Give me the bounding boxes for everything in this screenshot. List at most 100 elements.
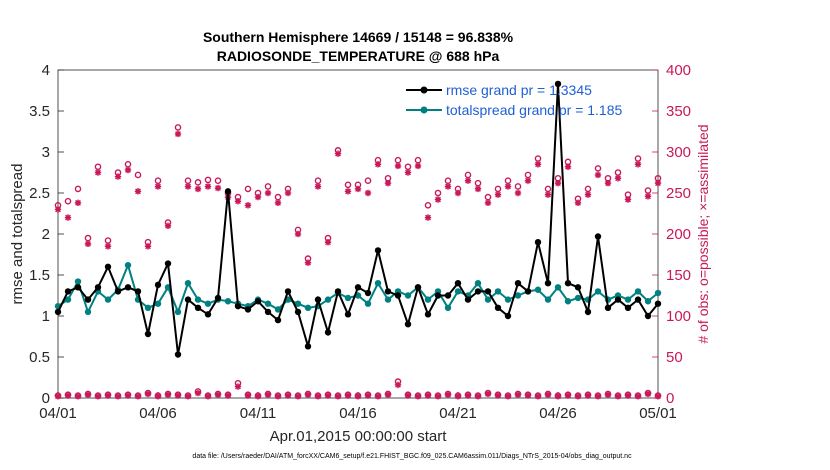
obs-assimilated-marker bbox=[434, 196, 442, 203]
obs-assimilated-marker bbox=[164, 222, 172, 229]
y-right-tick-label: 250 bbox=[666, 185, 691, 202]
plot-area bbox=[57, 69, 659, 399]
totalspread-point bbox=[144, 304, 152, 311]
totalspread-point bbox=[174, 308, 182, 316]
rmse-point bbox=[544, 280, 552, 287]
x-axis-label: Apr.01,2015 00:00:00 start bbox=[270, 428, 448, 445]
totalspread-point bbox=[484, 296, 492, 303]
obs-assimilated-marker bbox=[274, 393, 282, 400]
obs-assimilated-marker bbox=[604, 391, 612, 398]
obs-assimilated-marker bbox=[444, 183, 452, 190]
totalspread-point bbox=[274, 306, 282, 313]
obs-assimilated-marker bbox=[244, 392, 252, 399]
rmse-point bbox=[584, 308, 592, 316]
obs-assimilated-marker bbox=[654, 179, 662, 187]
totalspread-point bbox=[404, 292, 412, 299]
totalspread-point bbox=[184, 280, 192, 287]
rmse-point bbox=[144, 330, 152, 338]
obs-assimilated-marker bbox=[384, 391, 392, 398]
rmse-point bbox=[154, 281, 162, 289]
obs-assimilated-marker bbox=[154, 183, 162, 190]
obs-assimilated-marker bbox=[294, 230, 302, 238]
obs-assimilated-marker bbox=[204, 183, 212, 190]
y-right-tick-label: 150 bbox=[666, 267, 691, 284]
obs-assimilated-marker bbox=[314, 393, 322, 400]
y-right-tick-label: 400 bbox=[666, 62, 691, 79]
obs-possible-marker bbox=[514, 183, 522, 190]
obs-assimilated-marker bbox=[144, 390, 152, 398]
obs-assimilated-marker bbox=[624, 196, 632, 203]
rmse-point bbox=[264, 308, 272, 316]
obs-possible-marker bbox=[434, 189, 442, 197]
y-right-tick-label: 0 bbox=[666, 390, 674, 407]
obs-possible-marker bbox=[74, 185, 82, 193]
obs-assimilated-marker bbox=[94, 169, 102, 176]
obs-assimilated-marker bbox=[554, 393, 562, 400]
obs-assimilated-marker bbox=[504, 183, 512, 190]
totalspread-point bbox=[454, 288, 462, 295]
obs-assimilated-marker bbox=[584, 392, 592, 399]
rmse-point bbox=[444, 292, 452, 299]
obs-assimilated-marker bbox=[374, 161, 382, 168]
obs-assimilated-marker bbox=[74, 393, 82, 400]
obs-possible-marker bbox=[244, 185, 252, 193]
obs-assimilated-marker bbox=[344, 188, 352, 195]
rmse-point bbox=[394, 292, 402, 299]
obs-possible-marker bbox=[344, 181, 352, 189]
rmse-point bbox=[454, 280, 462, 287]
obs-assimilated-marker bbox=[644, 193, 652, 200]
totalspread-point bbox=[474, 280, 482, 287]
totalspread-point bbox=[344, 294, 352, 302]
totalspread-point bbox=[294, 300, 302, 307]
obs-assimilated-marker bbox=[124, 392, 132, 399]
obs-assimilated-marker bbox=[564, 163, 572, 170]
obs-possible-marker bbox=[194, 179, 202, 186]
rmse-point bbox=[354, 284, 362, 291]
rmse-point bbox=[574, 284, 582, 291]
obs-assimilated-marker bbox=[394, 162, 402, 170]
obs-assimilated-marker bbox=[124, 166, 132, 174]
y-left-tick-label: 0 bbox=[42, 390, 50, 407]
obs-assimilated-marker bbox=[304, 259, 312, 266]
obs-assimilated-marker bbox=[74, 199, 82, 207]
obs-assimilated-marker bbox=[594, 393, 602, 400]
rmse-point bbox=[84, 296, 92, 303]
obs-assimilated-marker bbox=[394, 381, 402, 389]
obs-assimilated-marker bbox=[424, 214, 432, 221]
totalspread-point bbox=[594, 288, 602, 295]
rmse-point bbox=[204, 311, 212, 318]
y-left-tick-label: 3.5 bbox=[29, 103, 50, 120]
obs-assimilated-marker bbox=[64, 392, 72, 399]
obs-assimilated-marker bbox=[544, 191, 552, 198]
obs-assimilated-marker bbox=[284, 189, 292, 197]
obs-assimilated-marker bbox=[94, 393, 102, 400]
rmse-point bbox=[234, 302, 242, 310]
obs-possible-marker bbox=[364, 177, 372, 184]
obs-assimilated-marker bbox=[114, 393, 122, 400]
y-left-tick-label: 3 bbox=[42, 144, 50, 161]
obs-assimilated-marker bbox=[354, 393, 362, 400]
obs-assimilated-marker bbox=[354, 185, 362, 193]
totalspread-point bbox=[564, 298, 572, 305]
obs-assimilated-marker bbox=[324, 392, 332, 399]
rmse-point bbox=[344, 311, 352, 318]
obs-assimilated-marker bbox=[504, 393, 512, 400]
obs-assimilated-marker bbox=[294, 393, 302, 400]
y-right-tick-label: 350 bbox=[666, 103, 691, 120]
rmse-point bbox=[104, 263, 112, 270]
y-axis-left-label: rmse and totalspread bbox=[9, 164, 26, 305]
totalspread-point bbox=[534, 286, 542, 293]
rmse-point bbox=[404, 321, 412, 328]
rmse-point bbox=[184, 296, 192, 303]
obs-assimilated-marker bbox=[194, 389, 202, 397]
totalspread-point bbox=[204, 300, 212, 307]
left-axis: 0 0.5 1 1.5 2 2.5 3 3.5 4 bbox=[29, 62, 64, 407]
obs-assimilated-marker bbox=[414, 393, 422, 400]
y-left-tick-label: 0.5 bbox=[29, 349, 50, 366]
obs-possible-marker bbox=[204, 176, 212, 184]
x-tick-label: 04/26 bbox=[539, 405, 577, 422]
obs-possible-marker bbox=[424, 201, 432, 209]
x-tick-label: 04/16 bbox=[339, 405, 377, 422]
obs-assimilated-marker bbox=[474, 185, 482, 193]
